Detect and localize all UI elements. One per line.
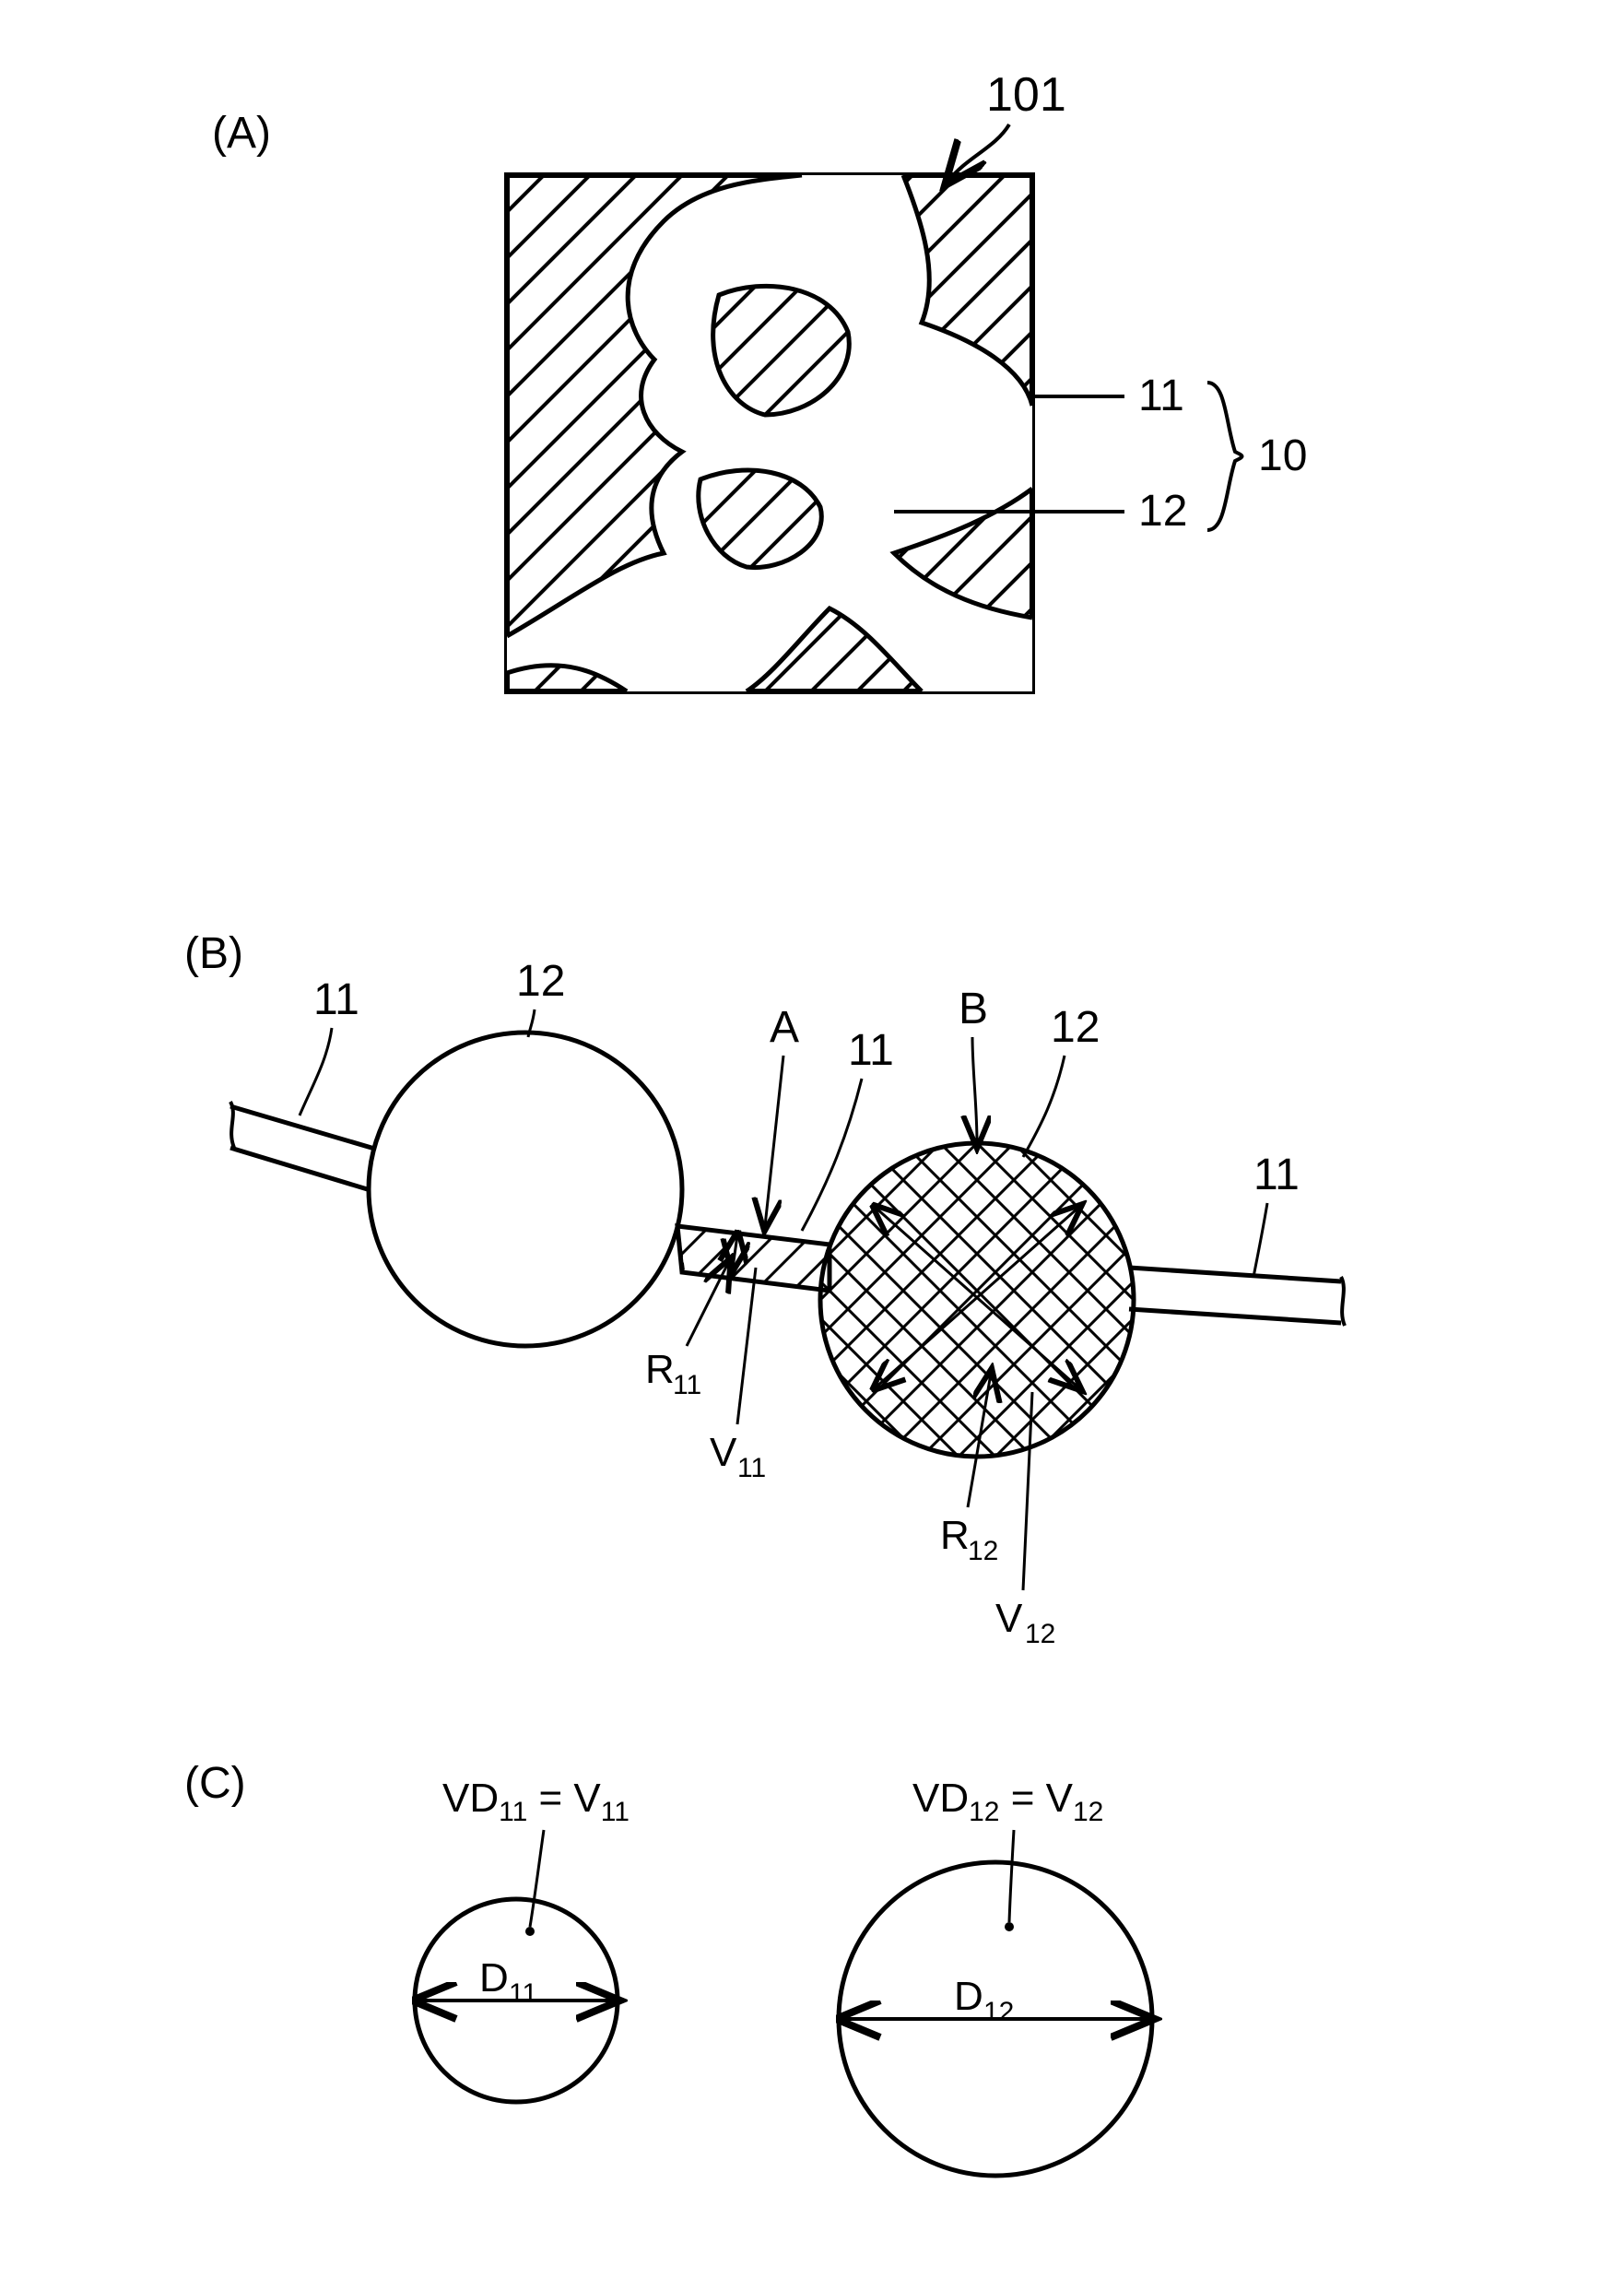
svg-text:R: R: [645, 1347, 675, 1392]
brace-10: [1207, 383, 1242, 530]
svg-text:VD12 = V12: VD12 = V12: [912, 1776, 1103, 1827]
ref-11-left: 11: [313, 975, 359, 1024]
ref-101: 101: [986, 68, 1066, 122]
ref-V12: V 12: [995, 1596, 1055, 1649]
svg-text:11: 11: [509, 1978, 537, 2009]
leader-101: [949, 124, 1009, 180]
leader-12-right: [1023, 1056, 1065, 1157]
ref-B: B: [959, 985, 988, 1033]
dot-eq-right: [1005, 1922, 1014, 1931]
svg-text:11: 11: [673, 1370, 701, 1400]
svg-text:12: 12: [1025, 1619, 1055, 1649]
ref-10: 10: [1258, 431, 1307, 480]
panel-b-diagram: [230, 1033, 1345, 1457]
ref-V11: V 11: [710, 1430, 766, 1483]
panel-b-label: (B): [184, 929, 243, 978]
panel-a-label: (A): [212, 109, 271, 158]
ref-11-mid: 11: [848, 1026, 894, 1075]
eq-right: VD12 = V12: [912, 1776, 1103, 1827]
leader-V11: [737, 1268, 756, 1424]
leader-11-right: [1253, 1203, 1267, 1277]
ref-11: 11: [1138, 372, 1184, 420]
ref-12: 12: [1138, 487, 1187, 536]
ref-11-right: 11: [1253, 1151, 1300, 1199]
svg-text:VD11 = V11: VD11 = V11: [442, 1776, 630, 1827]
svg-text:R: R: [940, 1513, 970, 1558]
leader-B: [972, 1037, 977, 1143]
ref-A: A: [770, 1003, 799, 1052]
svg-text:11: 11: [737, 1453, 766, 1483]
svg-text:V: V: [995, 1596, 1023, 1641]
ref-12-right: 12: [1051, 1003, 1100, 1052]
svg-text:12: 12: [983, 1997, 1014, 2027]
svg-text:V: V: [710, 1430, 737, 1475]
svg-text:12: 12: [968, 1536, 998, 1566]
figure-svg: (A) 101: [0, 0, 1624, 2278]
svg-text:D: D: [954, 1974, 983, 2019]
leader-11-left: [300, 1028, 332, 1115]
dot-eq-left: [525, 1927, 535, 1936]
panel-a-diagram: [507, 175, 1032, 691]
ref-R12: R 12: [940, 1513, 998, 1566]
panel-c-label: (C): [184, 1759, 246, 1808]
leader-A: [765, 1056, 783, 1226]
eq-left: VD11 = V11: [442, 1776, 630, 1827]
ref-R11: R 11: [645, 1347, 701, 1400]
svg-text:D: D: [479, 1955, 509, 2001]
figure-page: (A) 101: [0, 0, 1624, 2278]
ref-12-left: 12: [516, 957, 565, 1006]
